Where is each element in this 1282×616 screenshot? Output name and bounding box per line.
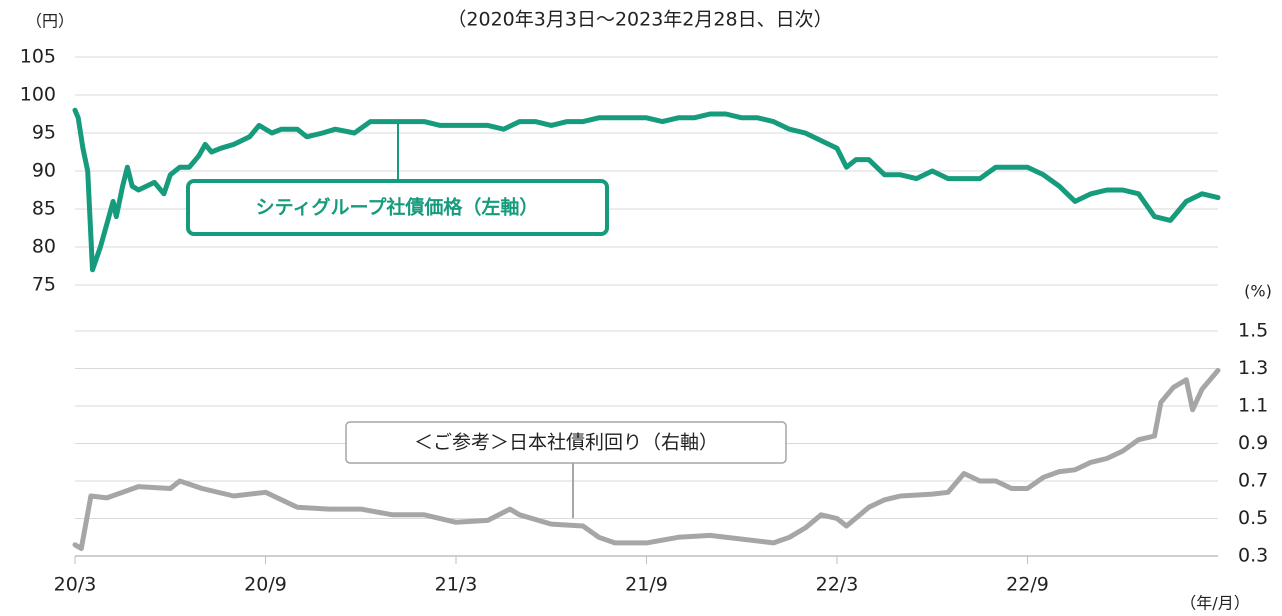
y-axis-unit: （円） xyxy=(26,12,74,31)
series-line xyxy=(72,367,1221,551)
label-box xyxy=(345,421,787,464)
x-tick-label: 20/9 xyxy=(244,574,287,596)
label-box xyxy=(186,179,609,236)
legend-label: ＜ご参考＞日本社債利回り（右軸） xyxy=(414,432,718,454)
y2-tick-label: 0.5 xyxy=(1238,507,1268,529)
series-line xyxy=(72,107,1221,273)
y-tick-label: 100 xyxy=(20,84,56,106)
x-tick-label: 22/9 xyxy=(1006,574,1049,596)
x-axis-unit: （年/月） xyxy=(1180,594,1249,613)
y2-tick-label: 0.3 xyxy=(1238,545,1268,567)
legend-label: シティグループ社債価格（左軸） xyxy=(256,196,539,219)
x-tick-label: 21/9 xyxy=(625,574,668,596)
y-tick-label: 80 xyxy=(32,236,56,258)
y-tick-label: 105 xyxy=(20,46,56,68)
x-tick-label: 22/3 xyxy=(816,574,859,596)
y-tick-label: 75 xyxy=(32,274,56,296)
x-tick-label: 20/3 xyxy=(54,574,97,596)
y2-tick-label: 1.3 xyxy=(1238,357,1268,379)
x-tick-label: 21/3 xyxy=(435,574,478,596)
y2-tick-label: 0.7 xyxy=(1238,470,1268,492)
y2-tick-label: 1.5 xyxy=(1238,320,1268,342)
y2-tick-label: 1.1 xyxy=(1238,395,1268,417)
y-tick-label: 90 xyxy=(32,160,56,182)
y2-axis-unit: (%) xyxy=(1244,282,1272,301)
chart-title: （2020年3月3日～2023年2月28日、日次） xyxy=(447,9,832,31)
y-tick-label: 85 xyxy=(32,198,56,220)
y2-tick-label: 0.9 xyxy=(1238,432,1268,454)
y-tick-label: 95 xyxy=(32,122,56,144)
